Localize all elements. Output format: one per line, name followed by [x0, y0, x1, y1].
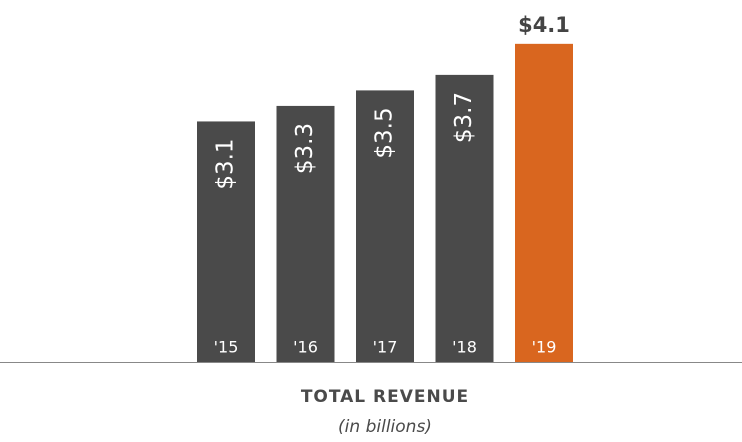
x-tick-label: '15: [214, 338, 239, 357]
x-tick-label: '16: [293, 338, 318, 357]
bar: [197, 121, 255, 362]
bar: [435, 74, 494, 362]
bar: [276, 105, 335, 363]
x-tick-label: '19: [532, 338, 557, 357]
bar: [515, 43, 573, 363]
value-label: $4.1: [518, 13, 570, 37]
value-label: $3.1: [213, 138, 239, 189]
bar: [356, 90, 414, 363]
x-tick-label: '17: [373, 338, 398, 357]
value-label: $3.3: [292, 123, 318, 174]
value-label: $3.5: [372, 107, 398, 158]
value-label: $3.7: [451, 92, 477, 143]
chart-title: TOTAL REVENUE: [301, 387, 469, 407]
chart-subtitle: (in billions): [338, 417, 432, 437]
x-tick-label: '18: [452, 338, 477, 357]
